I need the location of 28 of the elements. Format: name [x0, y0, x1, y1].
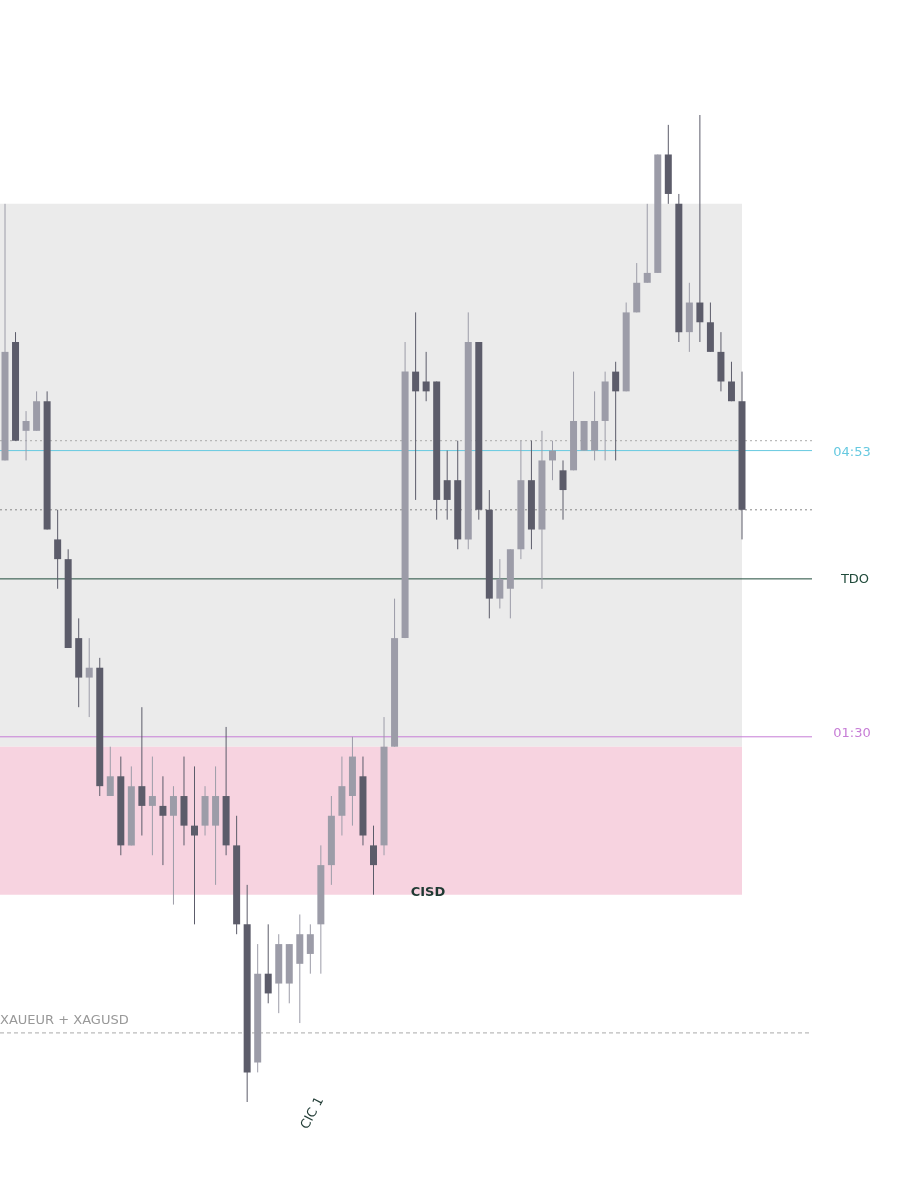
candlestick: [496, 558, 504, 609]
annotation: XAUEUR + XAGUSD: [0, 1012, 129, 1027]
candlestick: [306, 923, 314, 975]
annotation: CIC 1: [296, 1094, 327, 1132]
text: 01:30: [833, 725, 871, 740]
candlestick: [696, 114, 704, 343]
candlestick: [412, 311, 420, 501]
text: 04:53: [833, 444, 871, 459]
annotation: CISD: [410, 884, 446, 899]
candlestick: [548, 440, 556, 481]
ref-line-label: TDO: [839, 570, 870, 586]
candlestick: [264, 923, 272, 1004]
candlestick: [370, 825, 377, 896]
candlestick: [159, 775, 167, 866]
candlestick: [85, 637, 93, 718]
candlestick: [643, 203, 651, 284]
candlestick: [148, 756, 156, 856]
candlestick: [138, 706, 146, 837]
candlestick: [612, 361, 620, 461]
candlestick: [422, 351, 430, 402]
candlestick: [727, 361, 735, 402]
candlestick: [559, 459, 567, 521]
candlestick: [106, 746, 114, 797]
candlestick: [22, 410, 30, 461]
candlestick: [169, 785, 177, 906]
candlestick: [54, 509, 62, 590]
candlestick: [191, 765, 199, 925]
candlestick: [443, 450, 451, 521]
